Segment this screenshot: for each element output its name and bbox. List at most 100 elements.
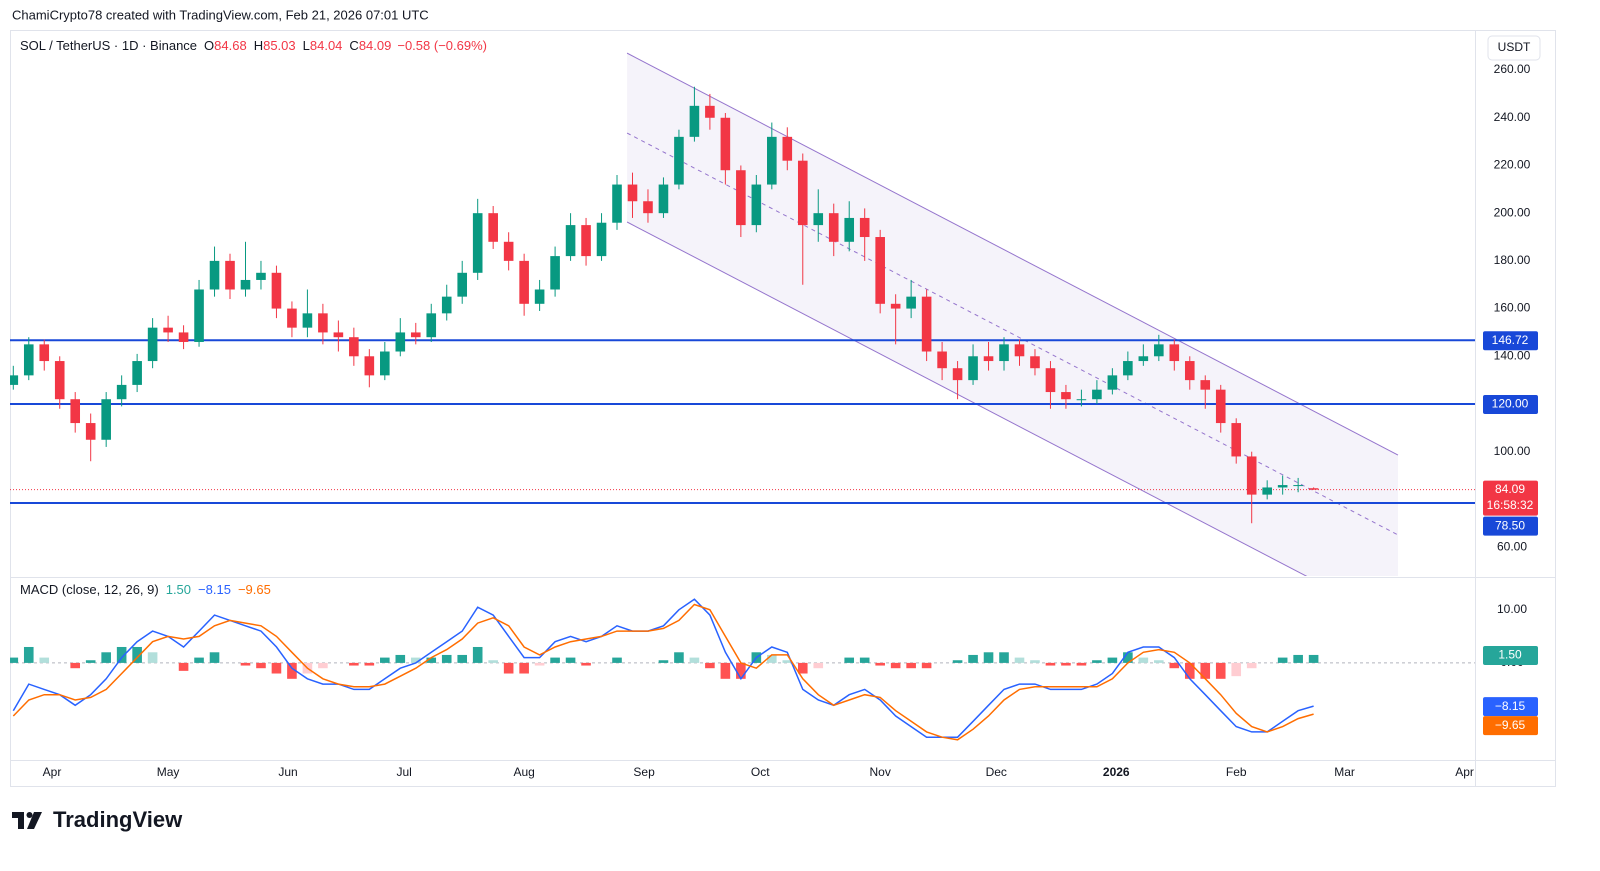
candle-body (395, 332, 406, 352)
candle-body (1246, 456, 1257, 495)
candle-body (890, 303, 901, 309)
histogram-bar (70, 662, 81, 669)
histogram-bar (782, 660, 793, 663)
candle-body (101, 399, 111, 440)
histogram-bar (658, 660, 669, 663)
x-tick-label: Dec (986, 765, 1007, 779)
candle-body (1138, 356, 1149, 362)
candle-body (983, 356, 994, 362)
candle-body (937, 351, 947, 369)
candle-body (256, 272, 266, 280)
candle-body (828, 213, 839, 242)
histogram-bar (705, 662, 715, 669)
chart-frame (10, 30, 1556, 787)
histogram-bar (147, 652, 158, 663)
candle-body (163, 327, 173, 333)
histogram-bar (1293, 654, 1303, 663)
signal-line (12, 603, 1314, 741)
candle-body (240, 279, 251, 290)
candle-body (643, 201, 653, 214)
y-tick-label: 240.00 (1494, 110, 1531, 124)
x-tick-label: Aug (513, 765, 534, 779)
candle-body (952, 368, 963, 381)
histogram-bar (1138, 657, 1149, 663)
candle-body (1277, 485, 1288, 488)
candle-body (178, 332, 189, 342)
candle-body (550, 256, 560, 290)
candle-body (132, 361, 142, 385)
level-tag (1483, 516, 1538, 536)
macd-value-label: −8.15 (1495, 699, 1526, 713)
currency-button[interactable] (1487, 35, 1541, 61)
candle-body (844, 217, 855, 242)
histogram-bar (116, 646, 127, 663)
histogram-bar (1154, 660, 1164, 663)
candle-body (457, 272, 468, 297)
candle-body (194, 289, 204, 342)
candle-body (968, 356, 978, 381)
y-tick-label: 220.00 (1494, 158, 1531, 172)
histogram-bar (797, 662, 808, 674)
brand: TradingView (53, 807, 183, 832)
currency-label[interactable]: USDT (1498, 40, 1531, 54)
macd-legend-value: −8.15 (198, 582, 231, 597)
candle-body (287, 308, 297, 328)
histogram-bar (457, 654, 468, 663)
candle-body (705, 105, 715, 118)
candle-body (225, 260, 235, 290)
histogram-bar (256, 662, 266, 669)
channel-upper (626, 52, 1399, 456)
histogram-bar (23, 646, 34, 663)
histogram-bar (410, 657, 421, 663)
candle-body (441, 296, 452, 314)
candle-body (1076, 399, 1087, 401)
candle-body (1308, 488, 1319, 490)
logo-icon (26, 812, 33, 818)
candle-body (70, 399, 81, 424)
level-tag (1483, 394, 1538, 414)
candle-body (85, 423, 96, 440)
candle-body (147, 327, 158, 362)
histogram-bar (952, 660, 963, 663)
histogram-bar (1169, 662, 1180, 669)
histogram-bar (581, 662, 591, 666)
candle-body (1107, 375, 1118, 390)
histogram-bar (612, 657, 622, 663)
histogram-bar (39, 657, 50, 663)
candle-body (736, 170, 746, 226)
candle-body (1231, 423, 1242, 457)
chart-layer: Apr May Jun Jul Aug Sep Oct Nov Dec 2026 Feb Mar Apr… (10, 35, 1541, 779)
histogram-bar (720, 662, 731, 679)
candle-body (627, 184, 638, 202)
histogram-bar (674, 652, 684, 663)
x-tick-label: Oct (751, 765, 770, 779)
candle-body (581, 225, 591, 257)
candle-body (54, 361, 65, 400)
y-tick-label: 10.00 (1497, 602, 1527, 616)
x-tick-label: May (157, 765, 180, 779)
candle-body (565, 225, 576, 257)
candle-body (658, 184, 669, 214)
histogram-bar (859, 657, 870, 663)
x-tick-label: Apr (43, 765, 62, 779)
histogram-bar (85, 660, 96, 663)
candle-body (813, 213, 824, 226)
histogram-bar (1061, 662, 1071, 666)
y-tick-label: 100.00 (1494, 444, 1531, 458)
level-label: 78.50 (1495, 518, 1525, 532)
y-tick-label: 180.00 (1494, 253, 1531, 267)
candle-body (519, 260, 529, 304)
histogram-bar (1215, 662, 1226, 679)
candle-body (380, 351, 390, 376)
histogram-bar (488, 660, 498, 663)
histogram-bar (736, 662, 746, 679)
channel-fill (627, 53, 1398, 576)
histogram-bar (503, 662, 514, 674)
histogram-bar (271, 662, 282, 674)
histogram-bar (472, 646, 483, 663)
histogram-bar (1123, 652, 1133, 663)
candle-body (720, 117, 731, 171)
candle-body (426, 313, 437, 338)
x-tick-label: Mar (1334, 765, 1355, 779)
ohlc-value: 85.03 (263, 38, 296, 53)
